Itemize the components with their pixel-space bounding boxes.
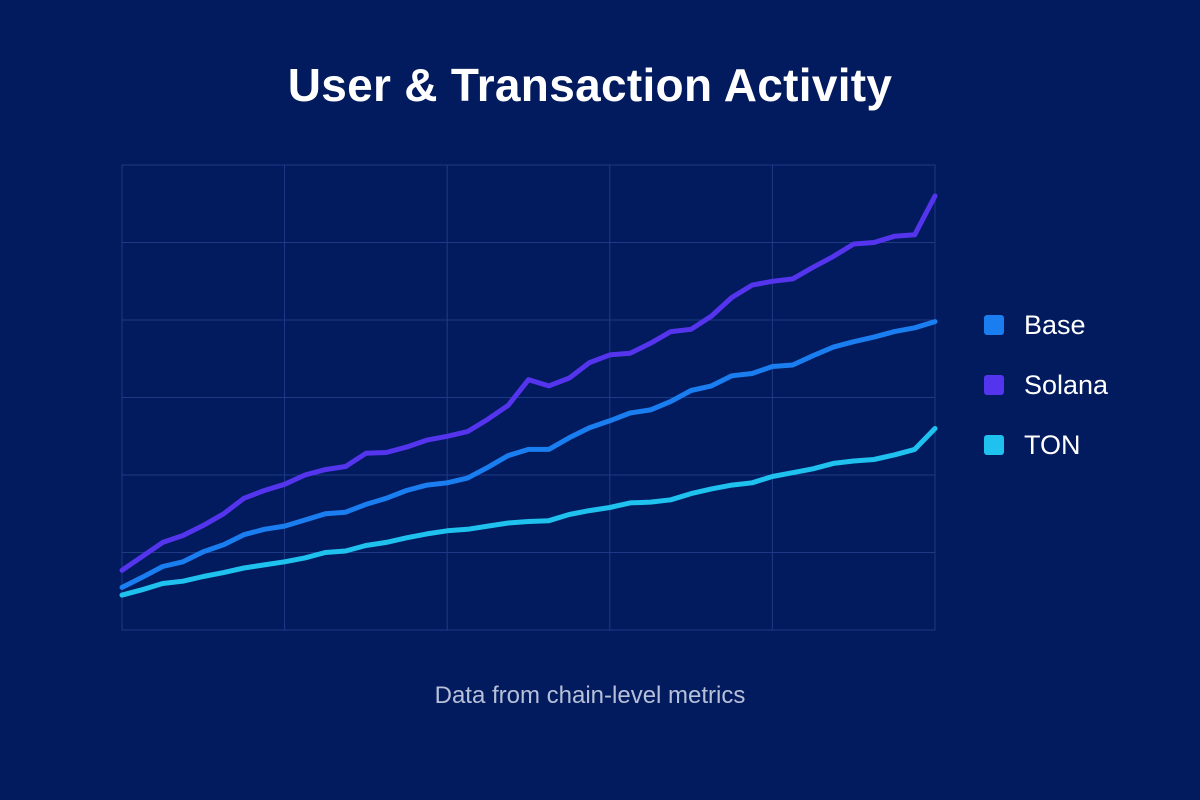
series-line-solana [119,193,938,573]
legend-swatch [984,435,1004,455]
series-line-base [119,319,938,590]
legend: Base Solana TON [984,306,1174,486]
legend-label: Solana [1024,369,1109,400]
legend-label: Base [1024,309,1086,340]
series-lines [119,193,938,598]
chart-title: User & Transaction Activity [287,59,893,111]
legend-swatch [984,375,1004,395]
chart-caption: Data from chain-level metrics [434,682,746,709]
legend-item-ton: TON [984,426,1174,464]
legend-swatch [984,315,1004,335]
legend-label: TON [1024,429,1081,460]
series-line-ton [119,426,938,598]
legend-item-solana: Solana [984,366,1174,404]
grid [121,164,936,631]
legend-item-base: Base [984,306,1174,344]
